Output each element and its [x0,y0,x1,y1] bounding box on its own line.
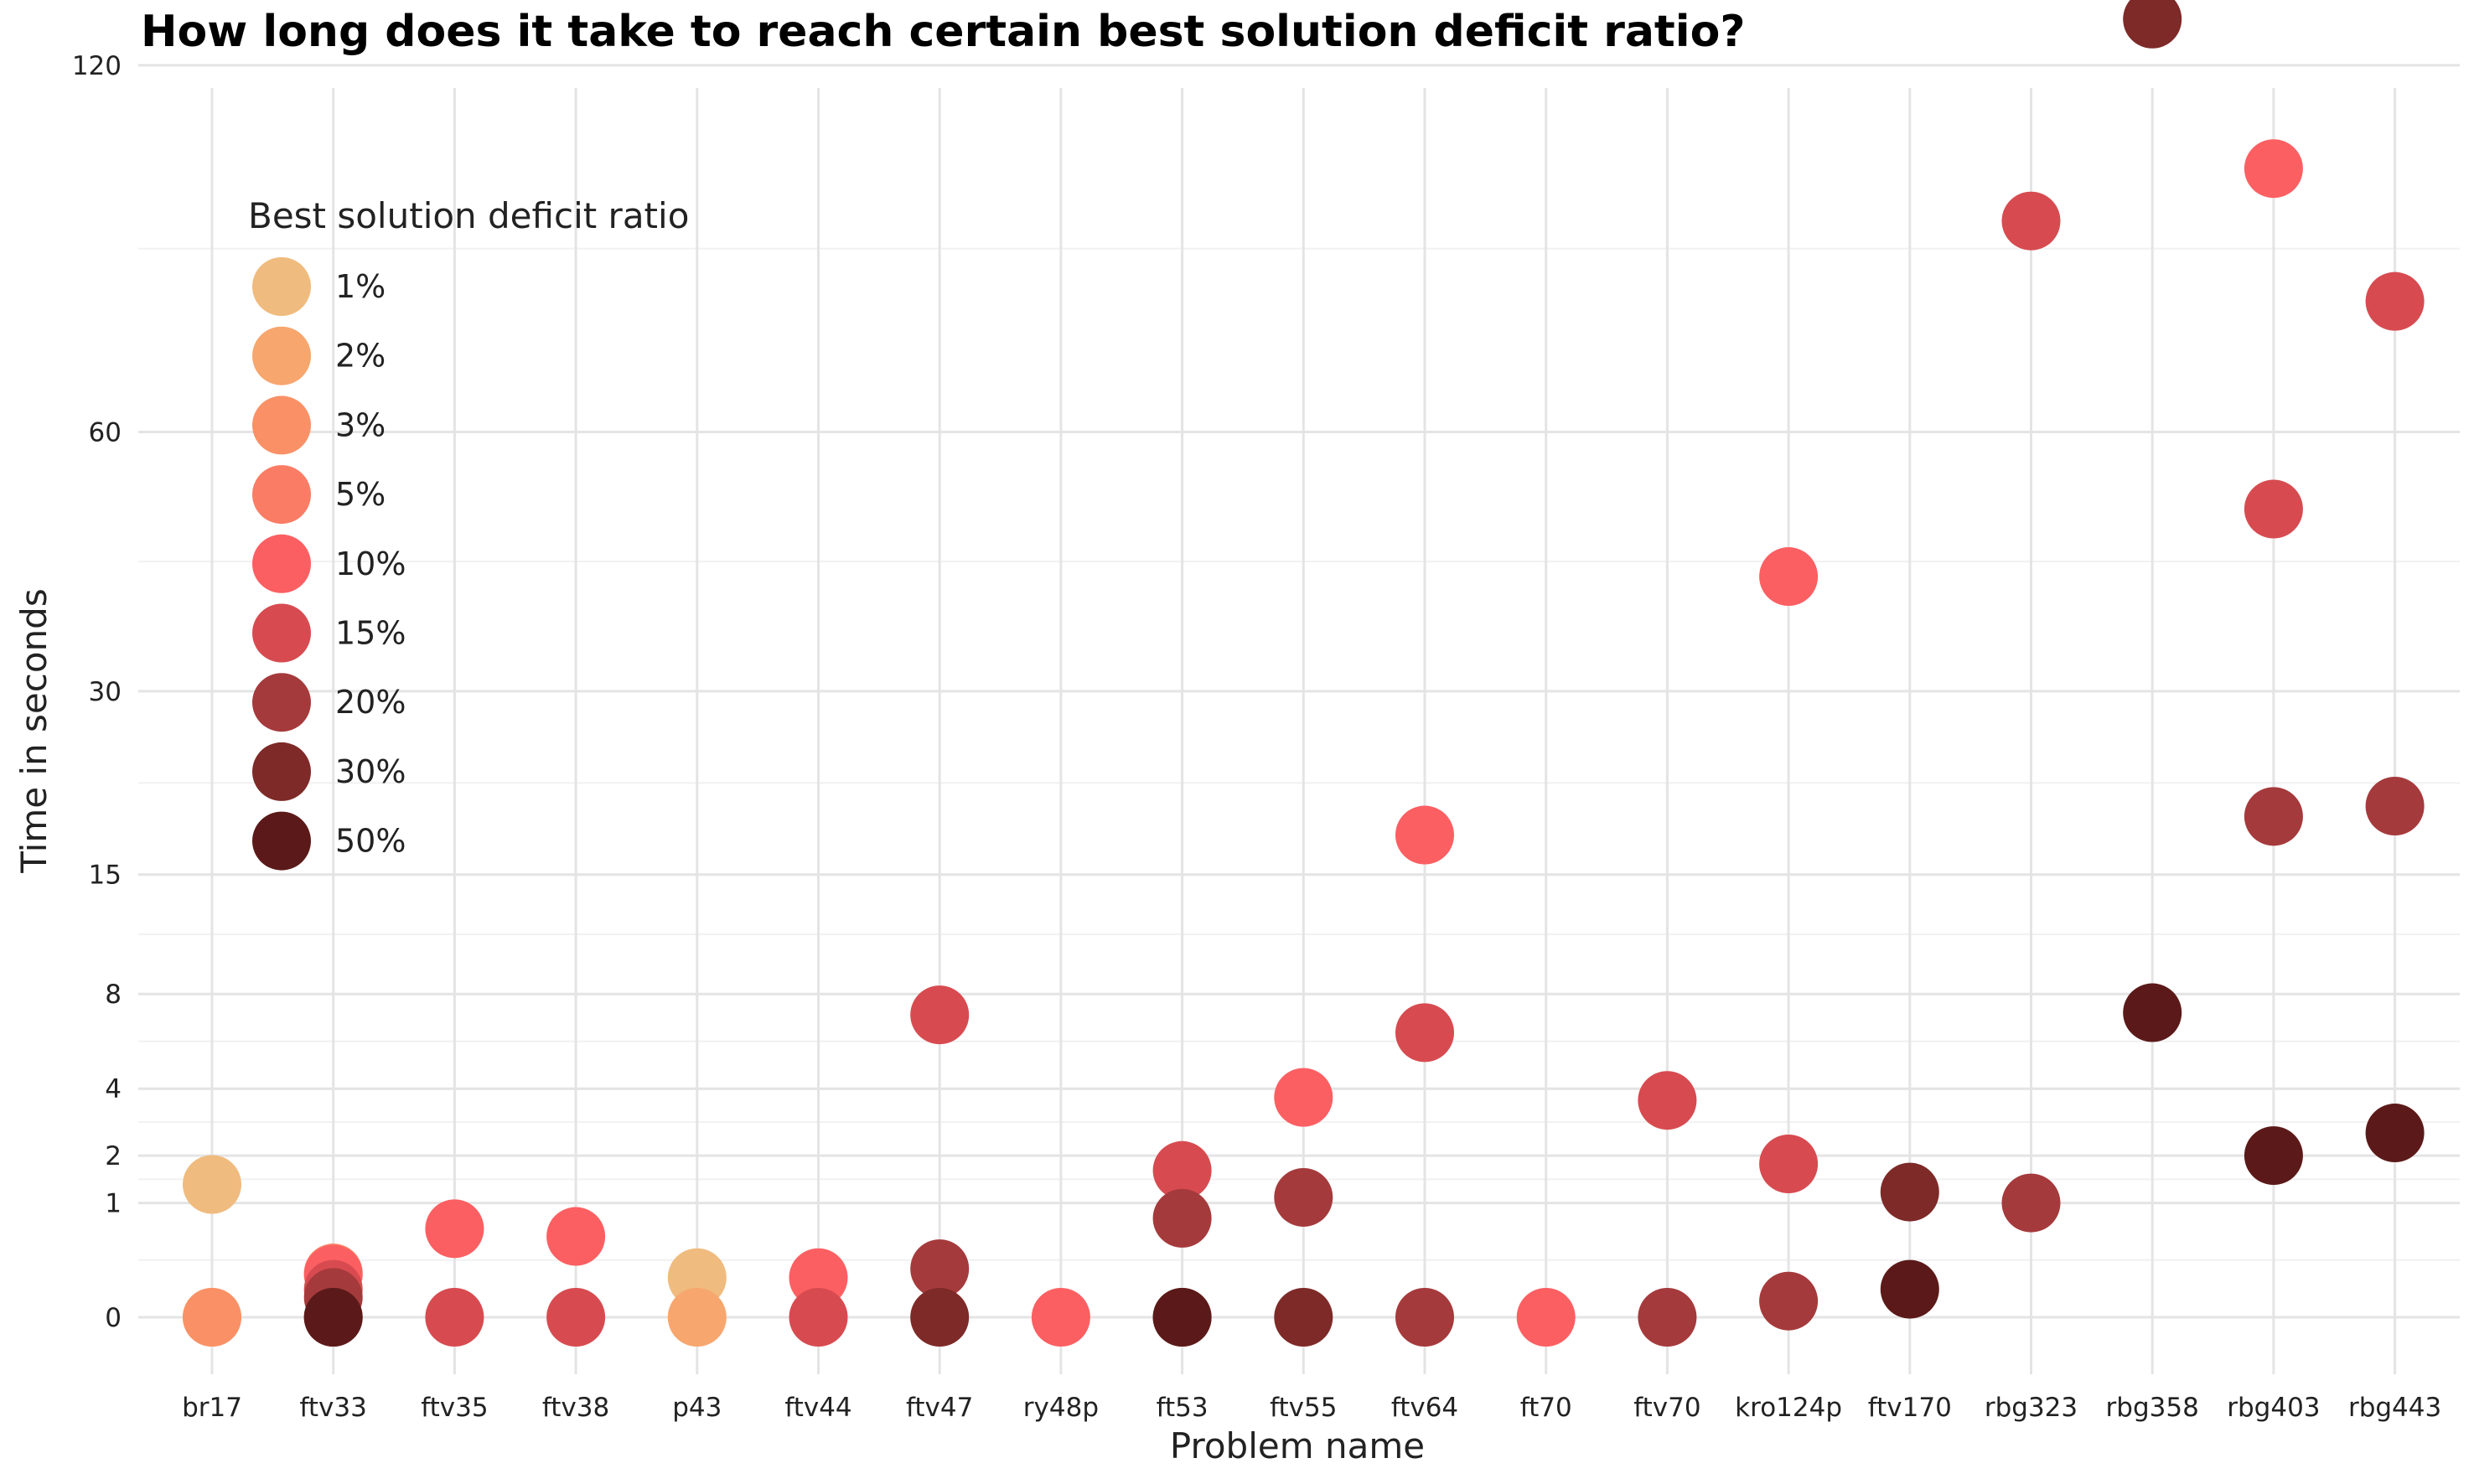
chart-title: How long does it take to reach certain b… [141,7,1746,57]
data-point [910,1239,970,1299]
y-tick-label: 1 [105,1189,122,1219]
data-point [1880,1162,1939,1222]
data-point [425,1199,484,1259]
data-point [1516,1288,1576,1347]
data-point [1395,1288,1454,1347]
y-axis-title: Time in seconds [13,588,54,873]
x-axis-title: Problem name [1170,1425,1425,1466]
data-point [2123,983,2182,1042]
data-point [546,1288,606,1347]
data-point [2001,1173,2061,1233]
data-point [667,1288,727,1347]
legend-swatch [252,534,311,593]
data-point [2365,271,2425,331]
x-tick-label: ftv35 [421,1393,488,1423]
x-tick-label: kro124p [1735,1393,1842,1423]
x-tick-label: ftv38 [542,1393,609,1423]
data-point [1274,1068,1333,1127]
legend-label: 2% [335,338,386,375]
y-axis-ticks: 01248153060120180 [72,51,122,1333]
data-point [1395,1003,1454,1063]
y-tick-label: 2 [105,1141,122,1171]
x-tick-label: rbg358 [2106,1393,2199,1423]
data-point [1880,1259,1939,1319]
data-point [2244,787,2303,846]
x-tick-label: rbg323 [1985,1393,2078,1423]
x-tick-label: ry48p [1023,1393,1099,1423]
data-point [183,1155,241,1214]
y-tick-label: 4 [105,1074,122,1104]
legend-label: 30% [335,753,406,790]
y-tick-label: 120 [72,51,122,81]
data-point [2244,1126,2303,1186]
data-point [1638,1288,1697,1347]
data-point [910,985,970,1045]
x-tick-label: ft53 [1157,1393,1209,1423]
data-point [910,1288,970,1347]
x-tick-label: ftv55 [1270,1393,1337,1423]
data-point [1274,1167,1333,1227]
y-tick-label: 60 [89,417,122,447]
data-point [2244,479,2303,539]
legend-swatch [252,811,311,871]
legend-swatch [252,326,311,385]
x-tick-label: ftv47 [906,1393,973,1423]
x-tick-label: rbg443 [2348,1393,2441,1423]
legend-swatch [252,465,311,525]
data-point [1152,1288,1212,1347]
data-point [303,1288,363,1347]
y-tick-label: 0 [105,1303,122,1333]
legend-swatch [252,396,311,455]
legend-label: 15% [335,615,406,652]
data-point [789,1288,848,1347]
data-point [1759,1271,1819,1331]
x-tick-label: ftv170 [1868,1393,1952,1423]
y-tick-label: 30 [89,677,122,707]
data-point [1152,1140,1212,1200]
legend-label: 5% [335,476,386,513]
legend-label: 10% [335,546,406,582]
legend-label: 50% [335,823,406,860]
data-point [183,1288,241,1347]
x-tick-label: br17 [182,1393,242,1423]
x-tick-label: ft70 [1520,1393,1572,1423]
data-points [183,0,2425,1347]
x-tick-label: ftv33 [300,1393,367,1423]
data-point [2365,777,2425,836]
x-tick-label: p43 [672,1393,722,1423]
data-point [1638,1071,1697,1130]
data-point [2123,0,2182,49]
legend-swatch [252,257,311,316]
data-point [1274,1288,1333,1347]
data-point [2244,139,2303,199]
x-axis-ticks: br17 ftv33 ftv35 ftv38 p43 ftv44 ftv47 ry48p ft5… [182,1393,2441,1423]
data-point [2001,191,2061,251]
y-tick-label: 15 [89,861,122,891]
data-point [1395,805,1454,865]
y-tick-label: 8 [105,980,122,1010]
x-tick-label: ftv64 [1391,1393,1458,1423]
data-point [1031,1288,1090,1347]
data-point [546,1207,606,1266]
data-point [425,1288,484,1347]
data-point [1759,547,1819,607]
legend-swatch [252,742,311,801]
legend-title: Best solution deficit ratio [248,195,689,236]
x-tick-label: rbg403 [2227,1393,2320,1423]
data-point [1759,1135,1819,1194]
data-point [1152,1188,1212,1248]
data-point [2365,1104,2425,1163]
x-tick-label: ftv70 [1633,1393,1700,1423]
legend-label: 20% [335,684,406,721]
legend-label: 1% [335,268,386,305]
legend: Best solution deficit ratio 1% 2% 3% 5% 10% 15… [248,195,689,871]
x-tick-label: ftv44 [784,1393,851,1423]
legend-label: 3% [335,406,386,443]
legend-swatch [252,673,311,732]
legend-swatch [252,603,311,663]
